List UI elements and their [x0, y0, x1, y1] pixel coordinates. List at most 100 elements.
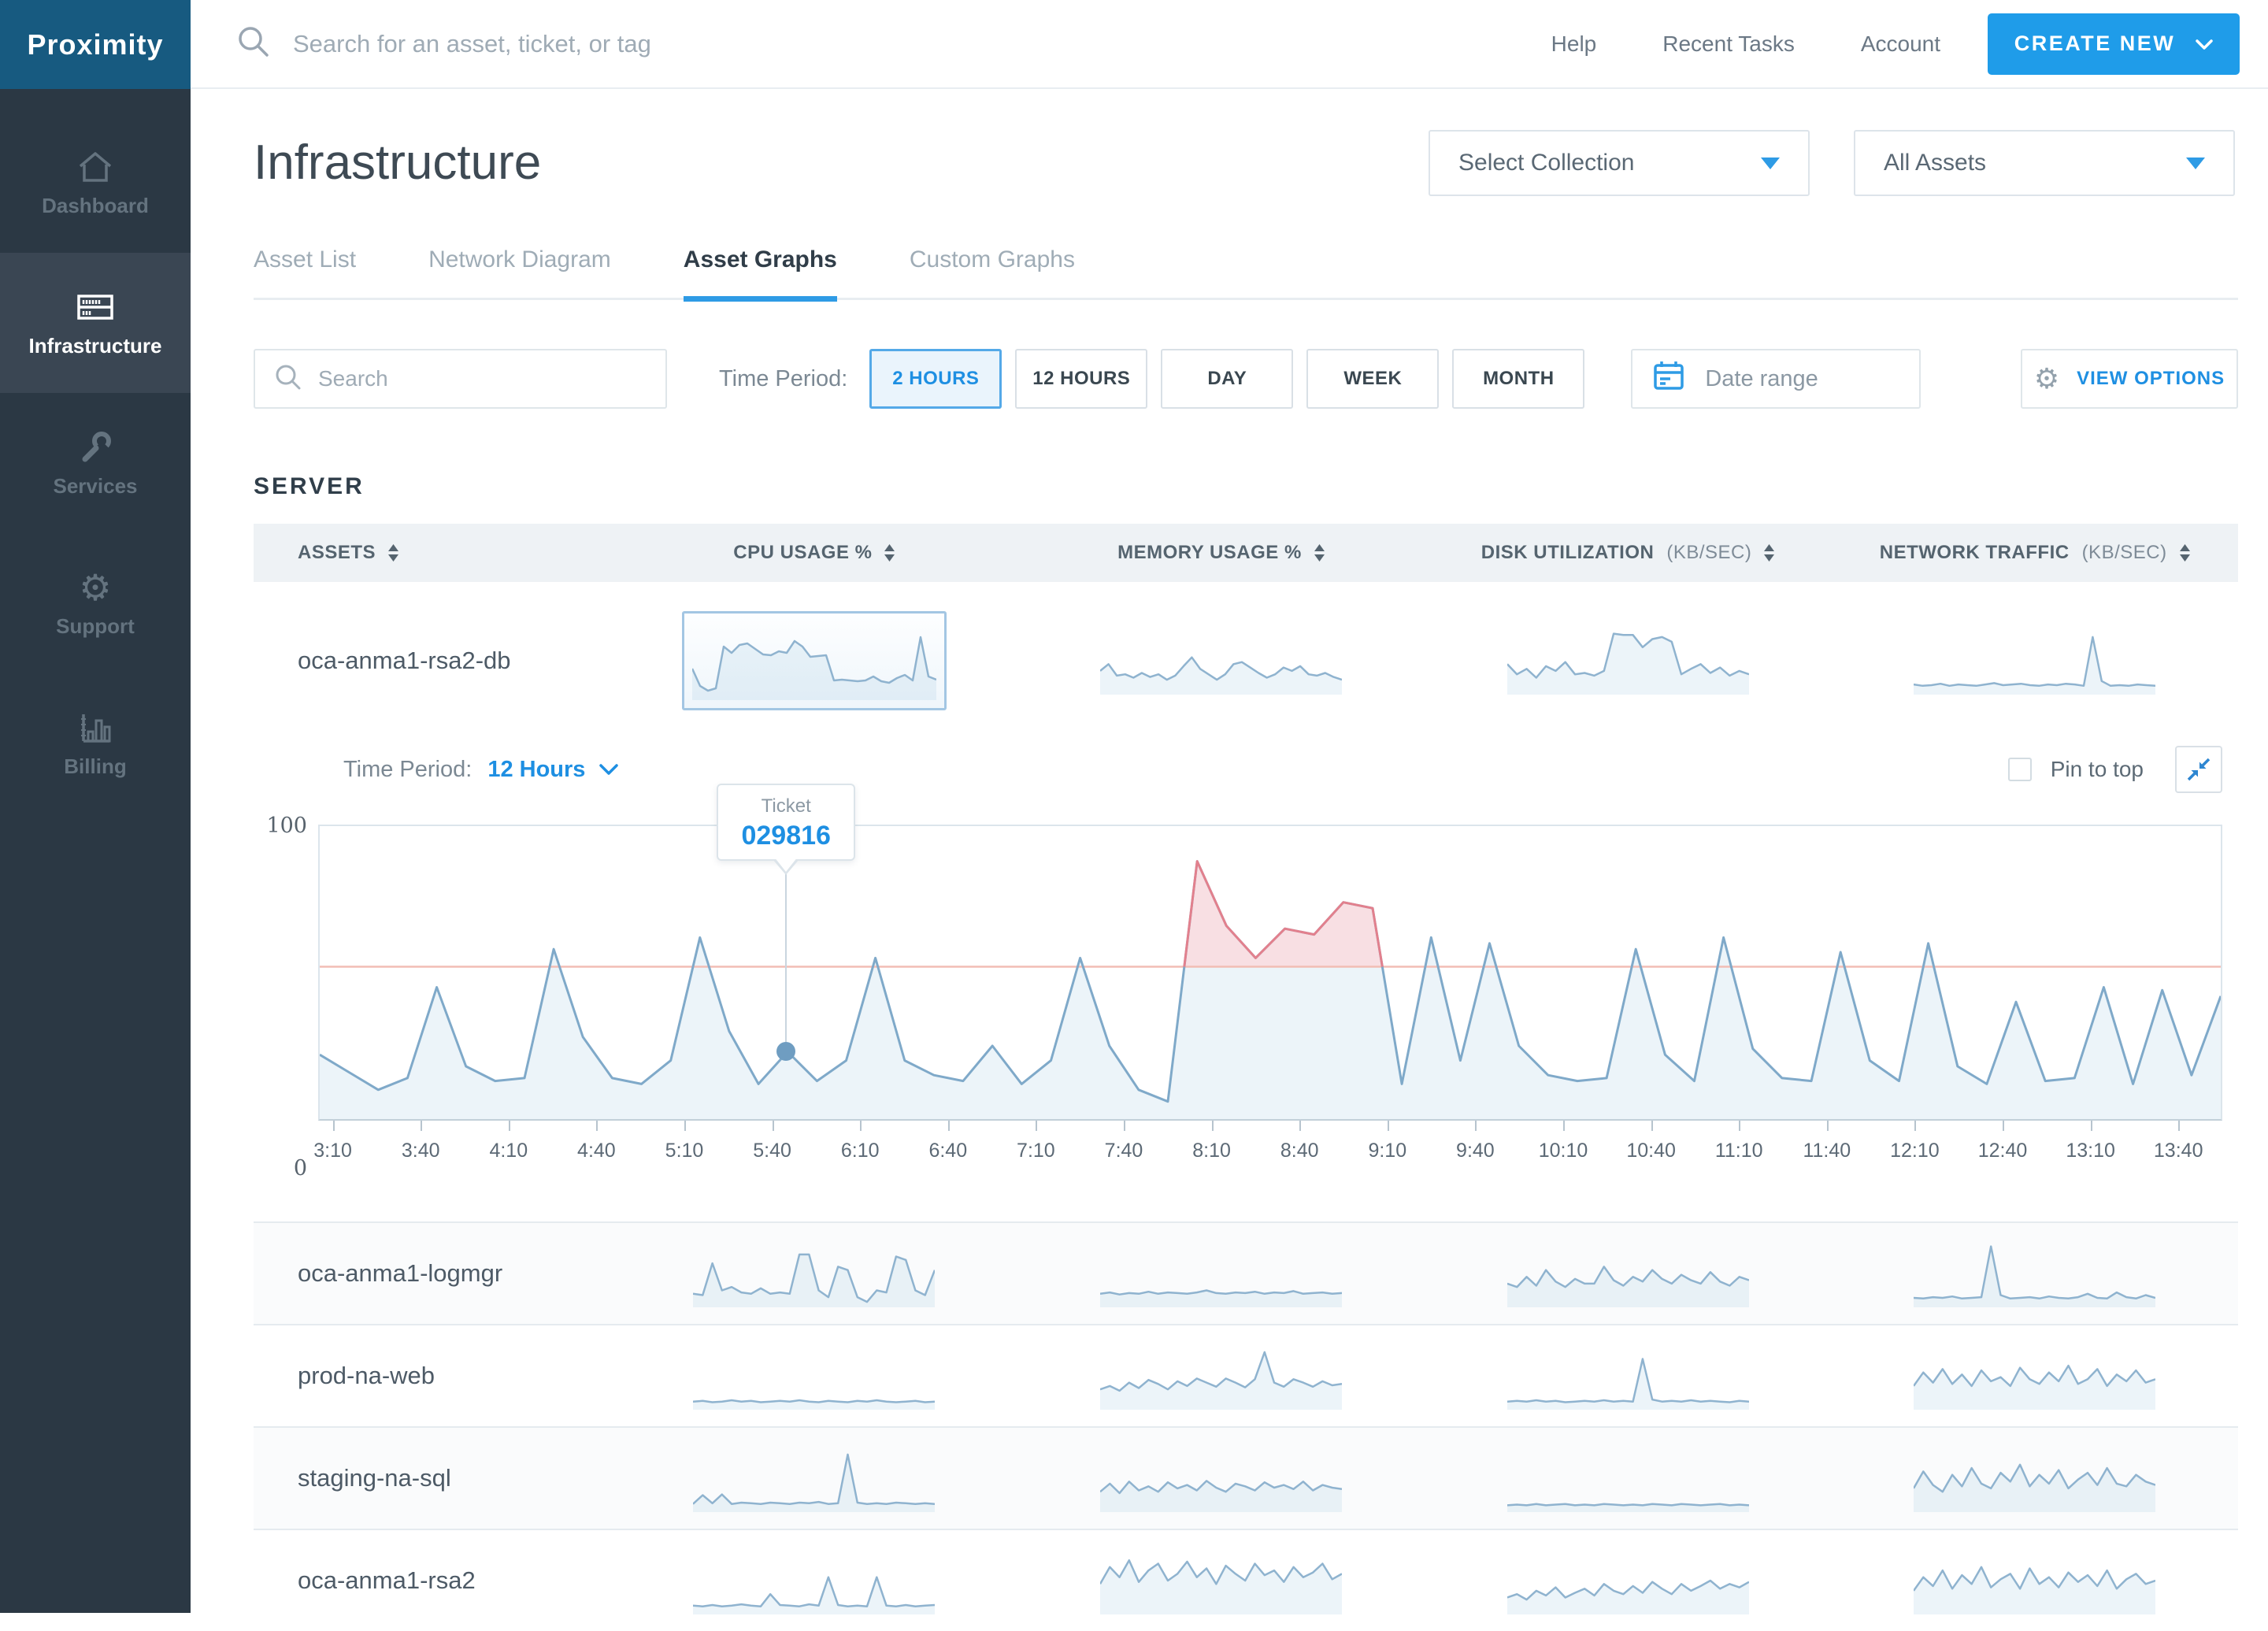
x-axis-label: 11:40	[1803, 1140, 1851, 1162]
x-axis-label: 10:10	[1539, 1140, 1588, 1162]
asset-row[interactable]: staging-na-sql	[254, 1426, 2238, 1529]
tab-asset-list[interactable]: Asset List	[254, 247, 356, 300]
sidebar-item-infrastructure[interactable]: Infrastructure	[0, 253, 191, 393]
memory-sparkline-cell[interactable]	[1017, 627, 1425, 695]
period-button-week[interactable]: WEEK	[1306, 349, 1439, 409]
asset-row[interactable]: prod-na-web	[254, 1324, 2238, 1426]
x-axis-label: 13:40	[2154, 1140, 2203, 1162]
x-axis-label: 7:40	[1105, 1140, 1143, 1162]
disk-sparkline-cell[interactable]	[1425, 627, 1832, 695]
detail-time-period-dropdown[interactable]: 12 Hours	[487, 757, 618, 783]
x-axis-tick	[1388, 1121, 1389, 1131]
x-axis-label: 12:40	[1978, 1140, 2028, 1162]
tooltip-ticket-number: 029816	[718, 821, 854, 851]
x-axis-label: 3:40	[402, 1140, 440, 1162]
x-axis-tick	[421, 1121, 422, 1131]
column-header-memory-usage[interactable]: MEMORY USAGE %	[1017, 542, 1425, 564]
network-sparkline-cell[interactable]	[1831, 627, 2238, 695]
cpu-sparkline-cell[interactable]	[611, 1444, 1018, 1512]
view-options-button[interactable]: ⚙ VIEW OPTIONS	[2021, 349, 2238, 409]
x-axis-label: 5:40	[753, 1140, 791, 1162]
tab-network-diagram[interactable]: Network Diagram	[428, 247, 611, 300]
x-axis-label: 6:10	[841, 1140, 880, 1162]
sidebar-item-services[interactable]: Services	[0, 393, 191, 533]
asset-row[interactable]: oca-anma1-rsa2	[254, 1529, 2238, 1631]
x-axis-label: 4:40	[577, 1140, 616, 1162]
network-sparkline-cell[interactable]	[1831, 1547, 2238, 1614]
memory-sparkline-cell[interactable]	[1017, 1444, 1425, 1512]
x-axis-tick	[2091, 1121, 2092, 1131]
x-axis-label: 8:40	[1280, 1140, 1319, 1162]
cpu-sparkline-cell[interactable]	[611, 1547, 1018, 1614]
period-button-day[interactable]: DAY	[1161, 349, 1293, 409]
cpu-sparkline-cell[interactable]	[611, 611, 1018, 710]
date-range-label: Date range	[1705, 366, 1818, 392]
memory-sparkline-cell[interactable]	[1017, 1240, 1425, 1307]
network-sparkline-cell[interactable]	[1831, 1444, 2238, 1512]
memory-sparkline-cell[interactable]	[1017, 1342, 1425, 1410]
topbar-link-recent-tasks[interactable]: Recent Tasks	[1662, 32, 1795, 57]
sidebar-item-dashboard[interactable]: Dashboard	[0, 113, 191, 253]
y-axis-min-label: 0	[252, 1156, 307, 1181]
period-button-12-hours[interactable]: 12 HOURS	[1015, 349, 1147, 409]
column-label: DISK UTILIZATION	[1481, 542, 1655, 564]
pin-to-top-checkbox[interactable]	[2008, 758, 2032, 781]
x-axis-tick	[1563, 1121, 1565, 1131]
tab-custom-graphs[interactable]: Custom Graphs	[910, 247, 1075, 300]
chevron-down-icon	[2196, 32, 2213, 56]
disk-sparkline-cell[interactable]	[1425, 1342, 1832, 1410]
x-axis-label: 12:10	[1890, 1140, 1940, 1162]
memory-sparkline	[1100, 627, 1342, 695]
disk-sparkline	[1507, 1342, 1749, 1410]
x-axis-label: 6:40	[928, 1140, 967, 1162]
disk-sparkline-cell[interactable]	[1425, 1547, 1832, 1614]
memory-sparkline-cell[interactable]	[1017, 1547, 1425, 1614]
date-range-picker[interactable]: Date range	[1631, 349, 1921, 409]
network-sparkline-cell[interactable]	[1831, 1240, 2238, 1307]
cpu-sparkline-cell[interactable]	[611, 1240, 1018, 1307]
sidebar-item-support[interactable]: ⚙Support	[0, 533, 191, 673]
column-header-cpu-usage[interactable]: CPU USAGE %	[611, 542, 1018, 564]
column-header-disk-utilization[interactable]: DISK UTILIZATION(KB/SEC)	[1425, 542, 1832, 564]
period-button-month[interactable]: MONTH	[1452, 349, 1584, 409]
x-axis-label: 7:10	[1017, 1140, 1055, 1162]
column-header-assets[interactable]: ASSETS	[254, 542, 611, 564]
x-axis-tick	[1914, 1121, 1916, 1131]
global-search-input[interactable]	[293, 30, 1002, 58]
asset-row[interactable]: oca-anma1-logmgr	[254, 1221, 2238, 1324]
create-new-button[interactable]: CREATE NEW	[1988, 13, 2240, 75]
main-content: Infrastructure Select Collection All Ass…	[191, 89, 2268, 1613]
search-icon	[236, 24, 271, 63]
topbar: Help Recent Tasks Account CREATE NEW	[191, 0, 2268, 89]
pin-to-top-label: Pin to top	[2051, 757, 2144, 782]
topbar-link-help[interactable]: Help	[1551, 32, 1597, 57]
selected-sparkline-frame	[682, 611, 947, 710]
asset-row[interactable]: oca-anma1-rsa2-db	[254, 582, 2238, 740]
x-axis-label: 11:10	[1715, 1140, 1763, 1162]
tab-asset-graphs[interactable]: Asset Graphs	[684, 247, 837, 300]
topbar-link-account[interactable]: Account	[1861, 32, 1940, 57]
column-header-network-traffic[interactable]: NETWORK TRAFFIC(KB/SEC)	[1831, 542, 2238, 564]
x-axis-tick	[1827, 1121, 1829, 1131]
memory-sparkline	[1100, 1342, 1342, 1410]
disk-sparkline-cell[interactable]	[1425, 1240, 1832, 1307]
disk-sparkline-cell[interactable]	[1425, 1444, 1832, 1512]
x-axis-tick	[1036, 1121, 1037, 1131]
view-options-label: VIEW OPTIONS	[2077, 368, 2225, 390]
global-search	[191, 24, 1551, 63]
caret-down-icon	[2186, 158, 2205, 169]
table-search-input[interactable]	[318, 366, 617, 391]
sidebar-item-billing[interactable]: Billing	[0, 673, 191, 814]
detail-time-period-label: Time Period:	[343, 757, 472, 783]
ticket-tooltip[interactable]: Ticket029816	[717, 784, 855, 861]
collapse-chart-button[interactable]	[2175, 746, 2222, 793]
collection-dropdown[interactable]: Select Collection	[1429, 130, 1810, 196]
disk-sparkline	[1507, 1547, 1749, 1614]
period-button-2-hours[interactable]: 2 HOURS	[869, 349, 1002, 409]
assets-dropdown[interactable]: All Assets	[1854, 130, 2235, 196]
cpu-sparkline-cell[interactable]	[611, 1342, 1018, 1410]
network-sparkline-cell[interactable]	[1831, 1342, 2238, 1410]
disk-sparkline	[1507, 1444, 1749, 1512]
network-sparkline	[1914, 1444, 2155, 1512]
calendar-icon	[1653, 360, 1684, 398]
